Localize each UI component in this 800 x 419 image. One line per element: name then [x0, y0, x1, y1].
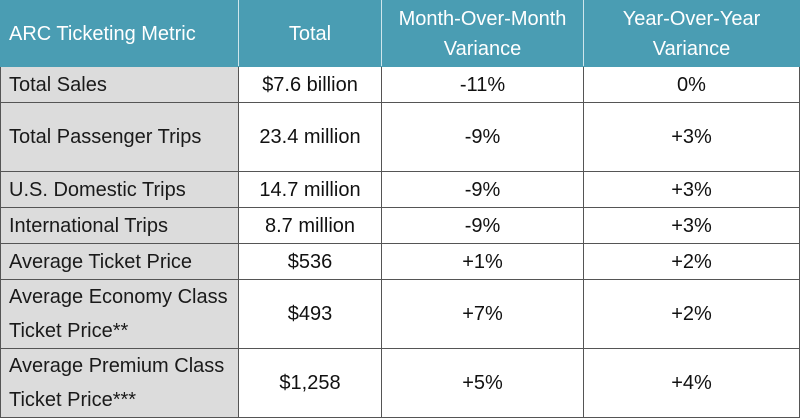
table-row: International Trips 8.7 million -9% +3% [0, 207, 800, 244]
yoy-cell: +2% [583, 279, 800, 349]
mom-cell: +7% [381, 279, 584, 349]
total-cell: $7.6 billion [238, 66, 382, 103]
mom-cell: -9% [381, 102, 584, 172]
total-cell: $1,258 [238, 348, 382, 418]
table-row: Average Premium Class Ticket Price*** $1… [0, 348, 800, 418]
metric-cell: International Trips [0, 207, 239, 244]
yoy-cell: +2% [583, 243, 800, 280]
yoy-cell: 0% [583, 66, 800, 103]
mom-cell: -9% [381, 171, 584, 208]
table-row: Average Ticket Price $536 +1% +2% [0, 243, 800, 280]
mom-cell: -9% [381, 207, 584, 244]
table-row: U.S. Domestic Trips 14.7 million -9% +3% [0, 171, 800, 208]
metric-cell: Total Passenger Trips [0, 102, 239, 172]
table-row: Total Sales $7.6 billion -11% 0% [0, 66, 800, 103]
metric-cell: Average Ticket Price [0, 243, 239, 280]
table-row: Total Passenger Trips 23.4 million -9% +… [0, 102, 800, 172]
yoy-cell: +3% [583, 171, 800, 208]
mom-cell: +5% [381, 348, 584, 418]
header-month-over-month-variance: Month-Over-Month Variance [381, 0, 584, 67]
yoy-cell: +4% [583, 348, 800, 418]
yoy-cell: +3% [583, 102, 800, 172]
mom-cell: -11% [381, 66, 584, 103]
mom-cell: +1% [381, 243, 584, 280]
header-year-over-year-variance: Year-Over-Year Variance [583, 0, 800, 67]
total-cell: 14.7 million [238, 171, 382, 208]
total-cell: 23.4 million [238, 102, 382, 172]
metric-cell: Average Premium Class Ticket Price*** [0, 348, 239, 418]
yoy-cell: +3% [583, 207, 800, 244]
metric-cell: Total Sales [0, 66, 239, 103]
metric-cell: Average Economy Class Ticket Price** [0, 279, 239, 349]
table-header-row: ARC Ticketing Metric Total Month-Over-Mo… [0, 0, 800, 67]
total-cell: $536 [238, 243, 382, 280]
metric-cell: U.S. Domestic Trips [0, 171, 239, 208]
total-cell: 8.7 million [238, 207, 382, 244]
header-metric: ARC Ticketing Metric [0, 0, 239, 67]
total-cell: $493 [238, 279, 382, 349]
table-row: Average Economy Class Ticket Price** $49… [0, 279, 800, 349]
header-total: Total [238, 0, 382, 67]
